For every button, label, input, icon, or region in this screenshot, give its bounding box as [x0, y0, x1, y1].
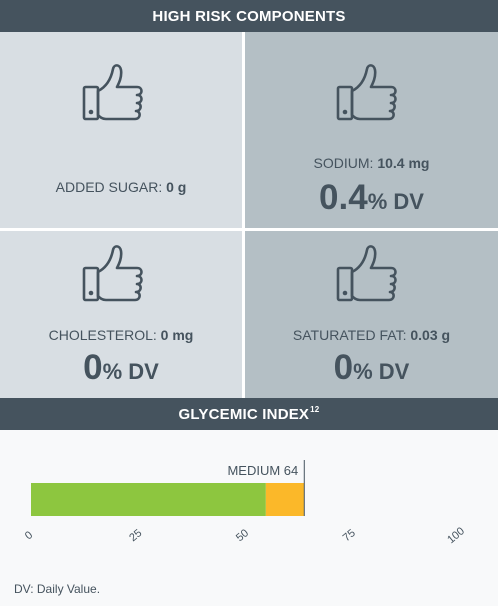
cholesterol-dv: 0% DV [83, 348, 159, 387]
sodium-label: SODIUM: 10.4 mg [313, 155, 430, 171]
cholesterol-card: CHOLESTEROL: 0 mg 0% DV [0, 231, 242, 398]
added-sugar-card: ADDED SUGAR: 0 g [0, 32, 242, 228]
thumbs-up-icon [80, 61, 150, 125]
added-sugar-label: ADDED SUGAR: 0 g [55, 179, 187, 195]
saturated-fat-label: SATURATED FAT: 0.03 g [292, 327, 451, 343]
glycemic-footnote-ref: 12 [310, 404, 320, 414]
glycemic-index-title: GLYCEMIC INDEX [178, 405, 310, 423]
high-risk-header: HIGH RISK COMPONENTS [0, 0, 498, 32]
saturated-fat-dv: 0% DV [333, 348, 410, 387]
glycemic-index-chart-area: MEDIUM 64 0 25 50 75 100 [0, 430, 498, 606]
cholesterol-label: CHOLESTEROL: 0 mg [48, 327, 194, 343]
thumbs-up-icon [334, 61, 404, 125]
gi-tick-label-100: 100 [445, 525, 467, 546]
footer-note: DV: Daily Value. [14, 582, 101, 596]
thumbs-up-icon [334, 242, 404, 306]
gi-tick-label-0: 0 [23, 529, 35, 542]
high-risk-title: HIGH RISK COMPONENTS [152, 7, 346, 25]
gi-tick-label-50: 50 [234, 527, 251, 544]
gi-tick-label-25: 25 [127, 527, 144, 544]
glycemic-index-chart: MEDIUM 64 0 25 50 75 100 [23, 460, 467, 546]
gi-bar-segment-0 [31, 483, 266, 516]
gi-tick-label-75: 75 [341, 527, 358, 544]
sodium-card: SODIUM: 10.4 mg 0.4% DV [245, 32, 498, 228]
glycemic-index-header: GLYCEMIC INDEX 12 [0, 398, 498, 430]
saturated-fat-card: SATURATED FAT: 0.03 g 0% DV [245, 231, 498, 398]
gi-marker-label: MEDIUM 64 [227, 463, 298, 478]
thumbs-up-icon [80, 242, 150, 306]
gi-bar-segment-1 [265, 483, 305, 516]
sodium-dv: 0.4% DV [319, 178, 424, 217]
high-risk-grid: ADDED SUGAR: 0 g SODIUM: 10.4 mg 0.4% DV… [0, 32, 498, 398]
